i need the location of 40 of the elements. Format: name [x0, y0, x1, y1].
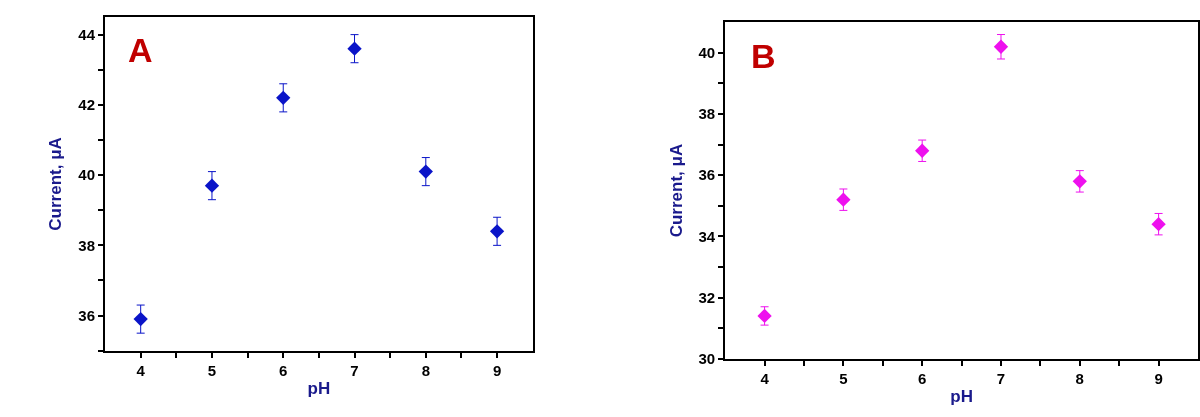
- x-tick-label: 9: [492, 361, 502, 379]
- y-tick-label: 38: [78, 236, 96, 254]
- x-axis-title: pH: [307, 378, 331, 398]
- point: [204, 178, 220, 193]
- annotation: B: [751, 37, 776, 75]
- y-tick-label: 30: [698, 350, 716, 368]
- x-tick-label: 7: [350, 361, 359, 379]
- y-tick-label: 32: [698, 288, 716, 306]
- x-tick-label: 4: [136, 361, 146, 379]
- y-tick-label: 36: [698, 166, 716, 184]
- y-tick-label: 40: [78, 166, 96, 184]
- point: [915, 143, 930, 158]
- x-tick-label: 6: [279, 361, 288, 379]
- x-tick-label: 8: [421, 361, 430, 379]
- y-tick-label: 34: [698, 227, 716, 245]
- x-tick-label: 5: [207, 361, 217, 379]
- x-tick-label: 4: [760, 369, 770, 387]
- point: [133, 311, 148, 327]
- x-tick-label: 8: [1075, 369, 1084, 387]
- y-tick-label: 44: [78, 25, 96, 43]
- y-tick-label: 42: [78, 96, 96, 114]
- y-axis-title: Current, μA: [666, 143, 686, 238]
- annotation: A: [128, 31, 153, 69]
- x-tick-label: 5: [839, 369, 848, 387]
- point: [993, 39, 1009, 54]
- x-tick-label: 6: [918, 369, 927, 387]
- y-tick-label: 36: [78, 306, 96, 324]
- x-axis-title: pH: [950, 386, 973, 406]
- x-tick-label: 7: [996, 369, 1006, 387]
- point: [836, 192, 851, 207]
- point: [489, 224, 505, 239]
- y-tick-label: 40: [698, 44, 716, 62]
- point: [276, 90, 291, 105]
- point: [1072, 174, 1087, 189]
- x-tick-label: 9: [1154, 369, 1163, 387]
- point: [347, 41, 362, 56]
- point: [1151, 217, 1166, 232]
- point: [418, 164, 433, 179]
- y-axis-title: Current, μA: [46, 137, 66, 231]
- y-tick-label: 38: [698, 105, 716, 123]
